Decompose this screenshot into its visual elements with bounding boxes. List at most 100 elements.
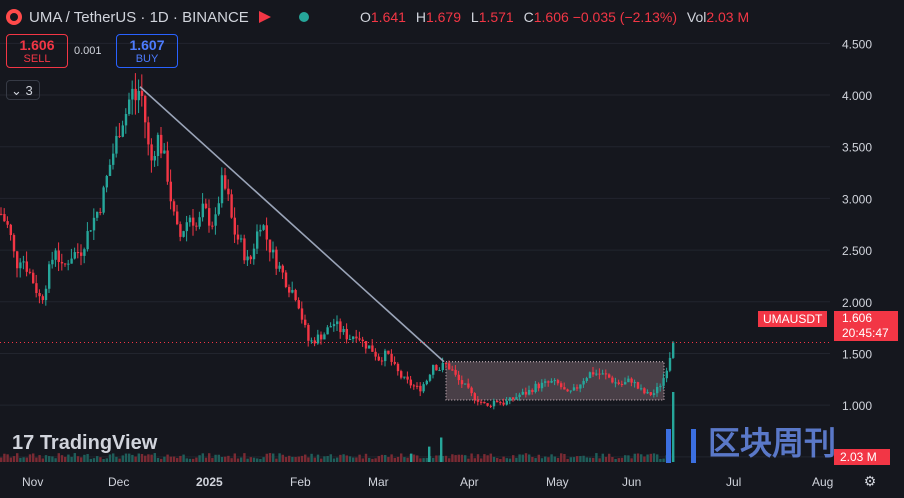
indicator-count: 3 xyxy=(25,83,33,98)
volume-spike xyxy=(672,392,675,462)
last-price-tag: 1.606 20:45:47 xyxy=(834,311,898,341)
volume-bar xyxy=(595,453,598,462)
volume-bar xyxy=(598,458,601,462)
volume-bar xyxy=(313,457,316,462)
volume-bar xyxy=(297,456,300,462)
market-status-icon xyxy=(298,12,309,22)
volume-bar xyxy=(118,458,121,462)
volume-bar xyxy=(614,458,617,462)
candle-body xyxy=(310,340,313,342)
candle-body xyxy=(0,213,3,215)
candle-body xyxy=(57,250,60,262)
candle-body xyxy=(256,231,259,249)
volume-bar xyxy=(310,453,313,462)
candle-body xyxy=(454,369,457,375)
candle-body xyxy=(624,382,627,385)
candle-body xyxy=(416,385,419,387)
candle-body xyxy=(486,403,489,406)
volume-bar xyxy=(201,453,204,462)
symbol-title[interactable]: UMA / TetherUS · 1D · BINANCE xyxy=(29,8,249,26)
candle-body xyxy=(550,380,553,383)
volume-bar xyxy=(316,454,320,462)
y-tick-label: 1.000 xyxy=(842,399,872,413)
candle-body xyxy=(608,374,611,378)
candle-body xyxy=(355,336,358,339)
flag-icon[interactable] xyxy=(258,11,271,23)
buy-label: BUY xyxy=(135,53,159,65)
buy-button[interactable]: 1.607 BUY xyxy=(116,34,178,68)
candle-body xyxy=(281,265,284,273)
candle-body xyxy=(384,350,387,362)
volume-bar xyxy=(329,454,332,462)
volume-bar xyxy=(611,457,614,462)
volume-bar xyxy=(435,455,438,462)
candle-body xyxy=(38,293,41,297)
volume-bar xyxy=(643,456,646,462)
sell-label: SELL xyxy=(23,53,51,65)
last-price-value: 1.606 xyxy=(842,311,873,325)
x-tick-label: Apr xyxy=(460,475,479,489)
volume-bar xyxy=(291,456,294,462)
candle-body xyxy=(502,402,505,405)
candle-body xyxy=(121,125,124,137)
volume-tag: 2.03 M xyxy=(834,449,890,465)
volume-bar xyxy=(259,458,262,462)
volume-bar xyxy=(569,457,572,462)
volume-bar xyxy=(326,456,329,462)
candle-body xyxy=(80,252,83,256)
sell-button[interactable]: 1.606 SELL xyxy=(6,34,68,68)
candle-body xyxy=(272,249,275,253)
candle-body xyxy=(592,372,595,375)
candle-body xyxy=(291,290,294,293)
volume-bar xyxy=(400,453,403,462)
candle-body xyxy=(467,383,470,388)
candle-body xyxy=(288,287,291,293)
volume-bar xyxy=(192,458,195,462)
y-tick-label: 4.000 xyxy=(842,89,872,103)
volume-label: Vol xyxy=(686,9,707,25)
volume-bar xyxy=(281,454,284,462)
open-value: 1.641 xyxy=(370,9,406,25)
volume-bar xyxy=(320,458,323,462)
candle-body xyxy=(329,326,332,328)
candle-body xyxy=(560,383,563,388)
volume-bar xyxy=(531,456,534,462)
candle-body xyxy=(102,187,105,213)
volume-bar xyxy=(182,454,185,462)
indicators-toggle[interactable]: ⌄ 3 xyxy=(6,80,40,100)
gear-icon[interactable]: ⚙ xyxy=(863,473,877,489)
candle-body xyxy=(249,256,252,260)
trendline xyxy=(139,86,445,363)
candle-body xyxy=(60,261,64,264)
volume-bar xyxy=(211,458,214,462)
volume-bar xyxy=(112,453,115,462)
volume-bar xyxy=(198,455,201,462)
candle-body xyxy=(393,361,396,364)
volume-bar xyxy=(601,453,604,462)
candle-body xyxy=(140,90,144,96)
candle-body xyxy=(144,95,147,123)
candle-body xyxy=(451,369,454,371)
volume-bar xyxy=(508,458,512,462)
candle-body xyxy=(547,381,550,383)
candle-body xyxy=(96,211,99,218)
volume-bar xyxy=(233,453,236,462)
candle-body xyxy=(588,372,592,379)
candle-body xyxy=(166,150,169,182)
y-tick-label: 3.000 xyxy=(842,192,872,206)
volume-bar xyxy=(99,457,102,462)
y-tick-label: 3.500 xyxy=(842,141,872,155)
candle-body xyxy=(614,382,617,384)
candle-body xyxy=(518,394,521,398)
volume-bar xyxy=(16,453,19,462)
candle-body xyxy=(342,328,345,333)
volume-bar xyxy=(467,458,470,462)
volume-bar xyxy=(537,454,540,462)
volume-bar xyxy=(425,458,428,462)
volume-bar xyxy=(156,457,160,462)
candle-body xyxy=(368,345,371,349)
candle-body xyxy=(115,135,118,154)
volume-bar xyxy=(147,454,150,462)
volume-bar xyxy=(476,454,480,462)
